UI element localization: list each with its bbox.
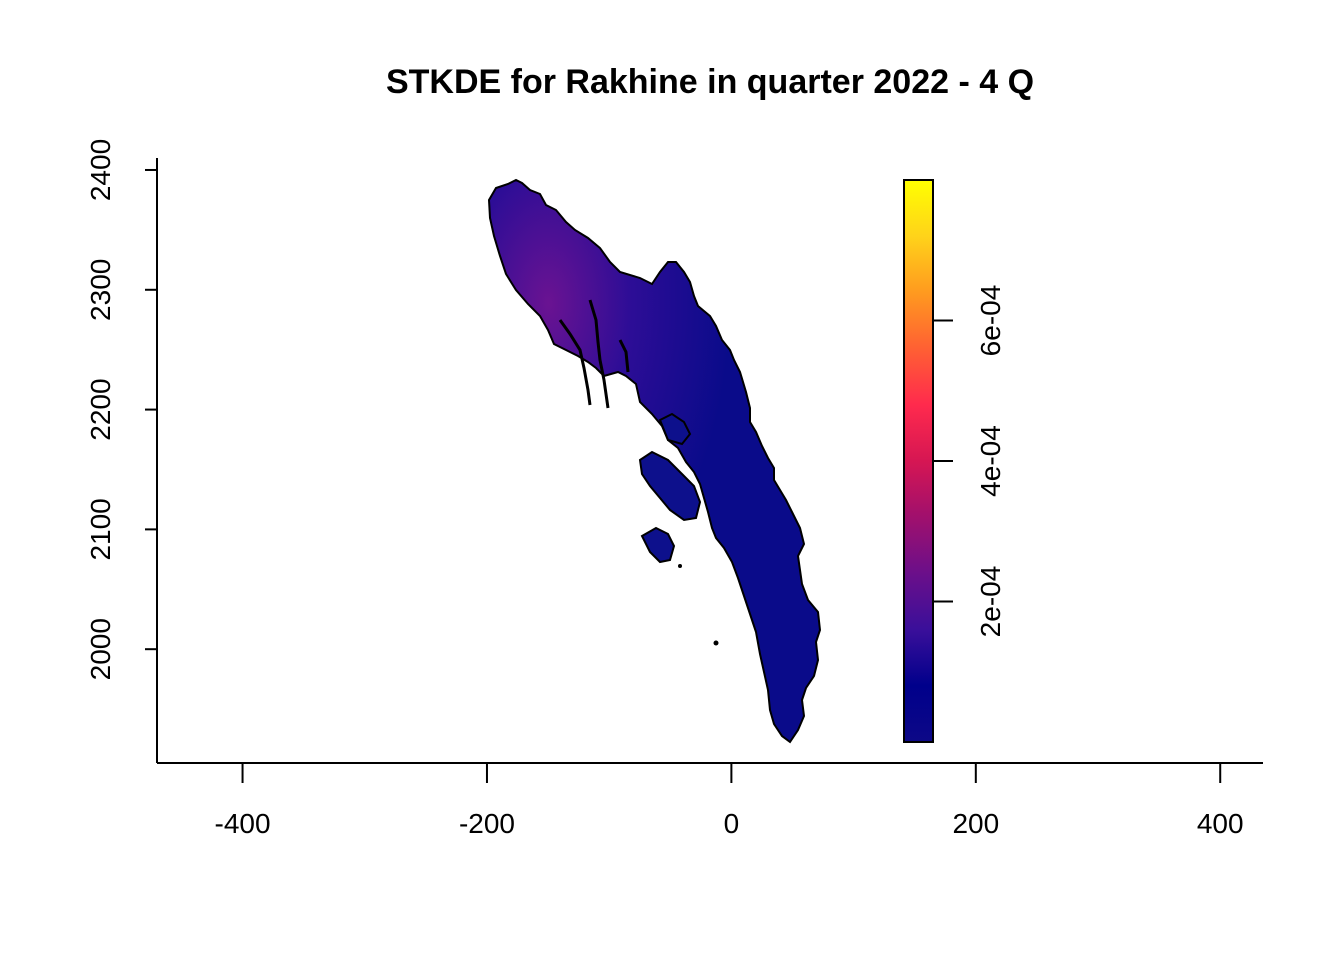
island-shape (658, 412, 692, 446)
y-tick-label: 2200 (85, 378, 116, 440)
x-tick-label: 400 (1197, 808, 1244, 839)
x-tick-label: 200 (952, 808, 999, 839)
legend-tick-label: 6e-04 (975, 285, 1006, 357)
x-tick-label: -400 (215, 808, 271, 839)
x-tick-label: -200 (459, 808, 515, 839)
y-tick-label: 2400 (85, 139, 116, 201)
legend-tick-label: 2e-04 (975, 566, 1006, 638)
island-shape (640, 526, 676, 564)
x-axis: -400 -200 0 200 400 (157, 762, 1263, 839)
x-tick-label: 0 (724, 808, 740, 839)
chart-title: STKDE for Rakhine in quarter 2022 - 4 Q (386, 63, 1034, 101)
legend-color-bar (903, 179, 934, 743)
y-tick-label: 2100 (85, 498, 116, 560)
y-axis: 2000 2100 2200 2300 2400 (85, 139, 158, 763)
rakhine-region (487, 178, 822, 744)
y-tick-label: 2000 (85, 618, 116, 680)
island-shape (638, 450, 702, 522)
y-tick-label: 2300 (85, 259, 116, 321)
river-shape (558, 299, 630, 409)
island-dot (678, 564, 682, 568)
color-legend: 2e-04 4e-04 6e-04 (903, 179, 1006, 743)
legend-tick-label: 4e-04 (975, 425, 1006, 497)
island-dot (713, 640, 719, 646)
rakhine-mainland-shape (487, 178, 822, 744)
